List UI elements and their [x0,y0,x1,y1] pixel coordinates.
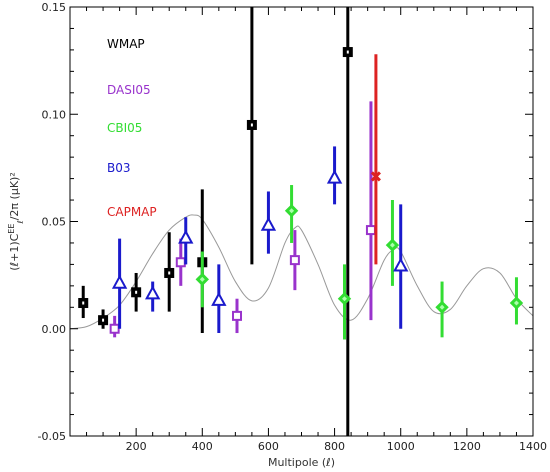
point-marker-cbi05-center [199,276,205,282]
y-tick-label: -0.05 [38,430,66,443]
point-marker-b03 [211,291,227,306]
data-point-cbi05 [509,277,524,325]
x-tick-label: 1000 [387,440,415,453]
data-point-cbi05 [284,185,299,243]
x-tick-label: 400 [192,440,213,453]
data-point-b03 [144,281,161,312]
x-tick-label: 1400 [519,440,547,453]
point-marker-wmap-center [250,123,253,127]
point-marker-b03 [144,285,161,300]
point-marker-capmap-stroke2 [370,171,381,182]
legend-item-cbi05: CBI05 [107,121,142,135]
x-tick-label: 200 [126,440,147,453]
point-marker-b03 [326,169,343,184]
point-marker-dasi05 [109,323,120,334]
series-cbi05 [195,185,524,340]
legend-item-capmap: CAPMAP [107,205,157,219]
legend-item-b03: B03 [107,161,131,175]
series-capmap [370,54,381,265]
point-marker-dasi05 [365,225,376,236]
x-tick-label: 800 [324,440,345,453]
point-marker-cbi05-center [439,304,445,310]
data-point-cbi05 [337,264,352,340]
point-marker-cbi05-center [341,296,347,302]
point-marker-b03 [111,274,128,289]
data-point-b03 [260,191,277,254]
data-point-dasi05 [109,315,120,338]
data-points-layer [78,7,524,436]
data-point-dasi05 [289,230,300,291]
series-dasi05 [109,101,376,338]
model-curve [70,214,533,330]
data-point-wmap [342,7,353,436]
legend: WMAP DASI05 CBI05 B03 CAPMAP [107,37,157,219]
data-point-wmap [98,309,109,329]
y-axis-title: (ℓ+1)CEEℓ/2π (μK)² [7,172,25,270]
data-point-b03 [111,238,128,329]
point-marker-cbi05-center [289,208,295,214]
data-point-dasi05 [232,298,243,334]
point-marker-wmap-center [102,318,105,322]
point-marker-wmap-center [346,50,349,54]
y-tick-label: 0.00 [42,323,67,336]
data-point-b03 [326,146,343,205]
point-marker-dasi05 [175,257,186,268]
legend-item-wmap: WMAP [107,37,145,51]
point-marker-cbi05-center [513,300,519,306]
point-marker-b03 [260,216,277,231]
point-marker-cbi05-center [389,242,395,248]
data-point-wmap [131,272,142,312]
data-point-capmap [370,54,381,265]
data-point-dasi05 [175,238,186,286]
data-point-wmap [246,7,257,265]
data-point-b03 [178,217,194,265]
data-point-cbi05 [435,281,449,338]
point-marker-dasi05 [232,310,243,321]
data-point-cbi05 [385,200,400,286]
data-point-dasi05 [365,101,376,321]
point-marker-b03 [393,257,409,272]
point-marker-wmap-center [82,301,85,305]
x-tick-label: 1200 [453,440,481,453]
axis-ticks-layer: 200 400 600 800 1000 1200 1400 -0.05 0.00 0.05 0.1… [38,1,547,453]
data-point-cbi05 [195,251,209,308]
data-point-b03 [211,264,227,334]
data-point-b03 [393,204,409,329]
series-wmap [78,7,353,436]
legend-item-dasi05: DASI05 [107,83,151,97]
data-point-wmap [78,285,89,319]
data-point-wmap [164,232,175,312]
x-axis-title: Multipole (ℓ) [268,456,335,469]
point-marker-dasi05 [289,255,300,266]
point-marker-wmap-center [135,290,138,294]
model-curve-layer [70,214,533,330]
point-marker-b03 [178,229,194,244]
series-b03 [111,146,409,334]
y-tick-label: 0.15 [42,1,67,14]
x-tick-label: 600 [258,440,279,453]
y-tick-label: 0.05 [42,216,67,229]
plot-frame [69,6,534,437]
y-tick-label: 0.10 [42,108,67,121]
point-marker-wmap-center [168,271,171,275]
